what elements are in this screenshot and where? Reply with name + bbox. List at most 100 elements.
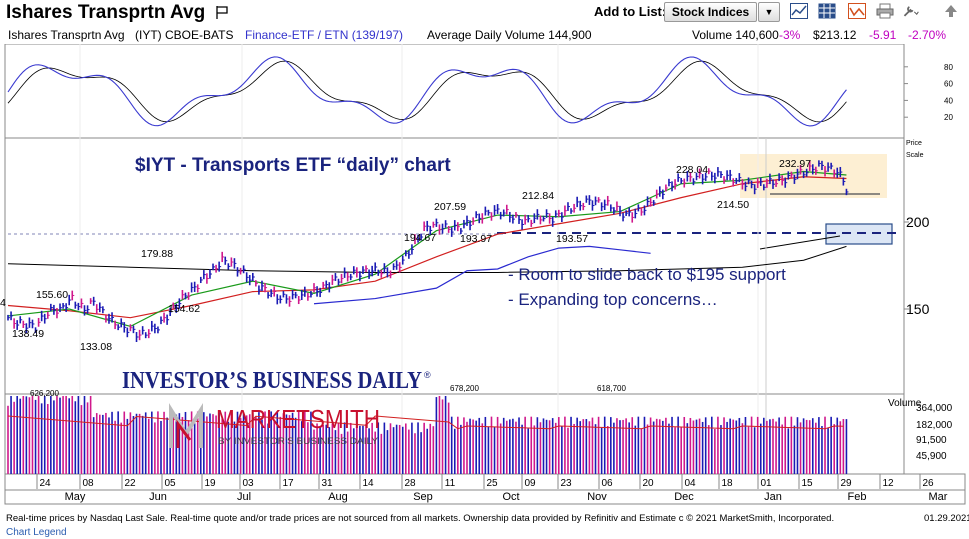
symbol-title: Ishares Transprtn Avg	[6, 2, 206, 23]
volume-bar	[759, 423, 762, 474]
volume-bar	[677, 416, 679, 474]
volume-bar	[349, 422, 352, 474]
volume-bar	[83, 396, 86, 474]
volume-bar	[564, 416, 566, 474]
volume-bar	[408, 429, 410, 474]
volume-bar	[239, 418, 242, 474]
volume-bar	[129, 412, 132, 474]
volume-bar	[603, 416, 606, 474]
print-icon[interactable]	[876, 3, 894, 19]
line-chart-icon[interactable]	[790, 3, 808, 19]
volume-bar	[346, 431, 349, 474]
flag-icon[interactable]	[216, 6, 228, 19]
x-tick-label: 25	[486, 478, 498, 489]
volume-bar	[606, 426, 609, 474]
month-label: Dec	[674, 491, 694, 503]
info-name: Ishares Transprtn Avg	[8, 28, 125, 42]
info-volume-change: -3%	[779, 28, 801, 42]
volume-bar	[772, 418, 774, 474]
oscillator-tick-label: 80	[944, 63, 953, 72]
volume-bar	[460, 424, 462, 474]
volume-bar	[551, 418, 554, 474]
list-select[interactable]: Stock Indices	[664, 2, 757, 22]
volume-bar	[744, 416, 747, 474]
volume-bar	[481, 423, 484, 474]
x-tick-label: 12	[882, 478, 894, 489]
tools-icon[interactable]	[902, 3, 920, 19]
volume-bar	[154, 422, 156, 474]
volume-bar	[46, 403, 49, 474]
volume-bar	[22, 396, 25, 474]
price-point-label: 232.97	[779, 158, 811, 170]
alert-chart-icon[interactable]	[848, 3, 866, 19]
volume-bar	[92, 417, 95, 474]
volume-bar	[518, 417, 520, 474]
volume-bar	[628, 422, 630, 474]
price-axis-title: Price	[906, 140, 922, 147]
volume-bar	[264, 411, 266, 474]
x-tick-label: 31	[321, 478, 333, 489]
volume-bar	[530, 416, 533, 474]
volume-bar	[695, 419, 698, 474]
volume-bar	[444, 396, 447, 474]
dropdown-arrow-icon[interactable]: ▼	[758, 2, 780, 22]
volume-bar	[634, 425, 637, 474]
volume-bar	[86, 402, 89, 474]
volume-bar	[184, 411, 187, 474]
volume-bar	[787, 428, 790, 474]
info-group-link[interactable]: Finance-ETF / ETN (139/197)	[245, 28, 404, 42]
volume-bar	[383, 422, 386, 474]
volume-bar	[689, 417, 692, 474]
month-label: Jan	[764, 491, 782, 503]
volume-bar	[144, 412, 147, 474]
grid-icon[interactable]	[818, 3, 836, 19]
volume-bar	[123, 411, 126, 474]
volume-bar	[56, 396, 58, 474]
volume-bar	[352, 428, 355, 474]
price-point-label: 179.88	[141, 248, 173, 260]
volume-bar	[573, 423, 575, 474]
volume-bar	[435, 397, 438, 474]
volume-bar	[698, 418, 701, 474]
headline-annotation: $IYT - Transports ETF “daily” chart	[135, 155, 451, 176]
volume-bar	[319, 426, 321, 474]
volume-bar	[248, 414, 251, 474]
volume-bar	[496, 416, 499, 474]
volume-bar	[484, 416, 487, 474]
volume-bar	[203, 412, 205, 474]
volume-bar	[686, 423, 689, 474]
volume-bar	[729, 418, 731, 474]
x-tick-label: 01	[760, 478, 772, 489]
volume-bar	[43, 396, 46, 474]
up-arrow-icon[interactable]	[942, 3, 960, 19]
price-tick-label: 150	[906, 301, 930, 317]
marketsmith-sub-text: BY INVESTOR’S BUSINESS DAILY	[218, 436, 379, 447]
volume-bar	[95, 413, 98, 474]
chart-legend-link[interactable]: Chart Legend	[6, 527, 67, 538]
volume-bar	[815, 422, 817, 474]
volume-bar	[490, 416, 493, 474]
volume-bar	[343, 422, 346, 474]
volume-bar	[212, 414, 214, 474]
volume-bar	[610, 417, 612, 474]
volume-bar	[640, 428, 643, 474]
oscillator-fast-line	[7, 56, 847, 127]
volume-bar	[655, 418, 658, 474]
volume-bar	[398, 424, 401, 474]
volume-bar	[126, 418, 129, 474]
volume-bar	[707, 425, 710, 474]
price-point-label: 212.84	[522, 190, 554, 202]
volume-bar	[374, 431, 376, 474]
volume-peak-label: 678,200	[450, 384, 479, 393]
month-label: Sep	[413, 491, 433, 503]
volume-bar	[524, 416, 526, 474]
price-point-label: 138.49	[12, 328, 44, 340]
volume-bar	[781, 424, 783, 474]
volume-bar	[108, 417, 110, 474]
volume-bar	[380, 433, 383, 474]
volume-bar	[750, 416, 753, 474]
volume-bar	[196, 411, 199, 474]
volume-bar	[539, 422, 542, 474]
volume-bar	[334, 430, 337, 474]
volume-bar	[839, 421, 842, 474]
